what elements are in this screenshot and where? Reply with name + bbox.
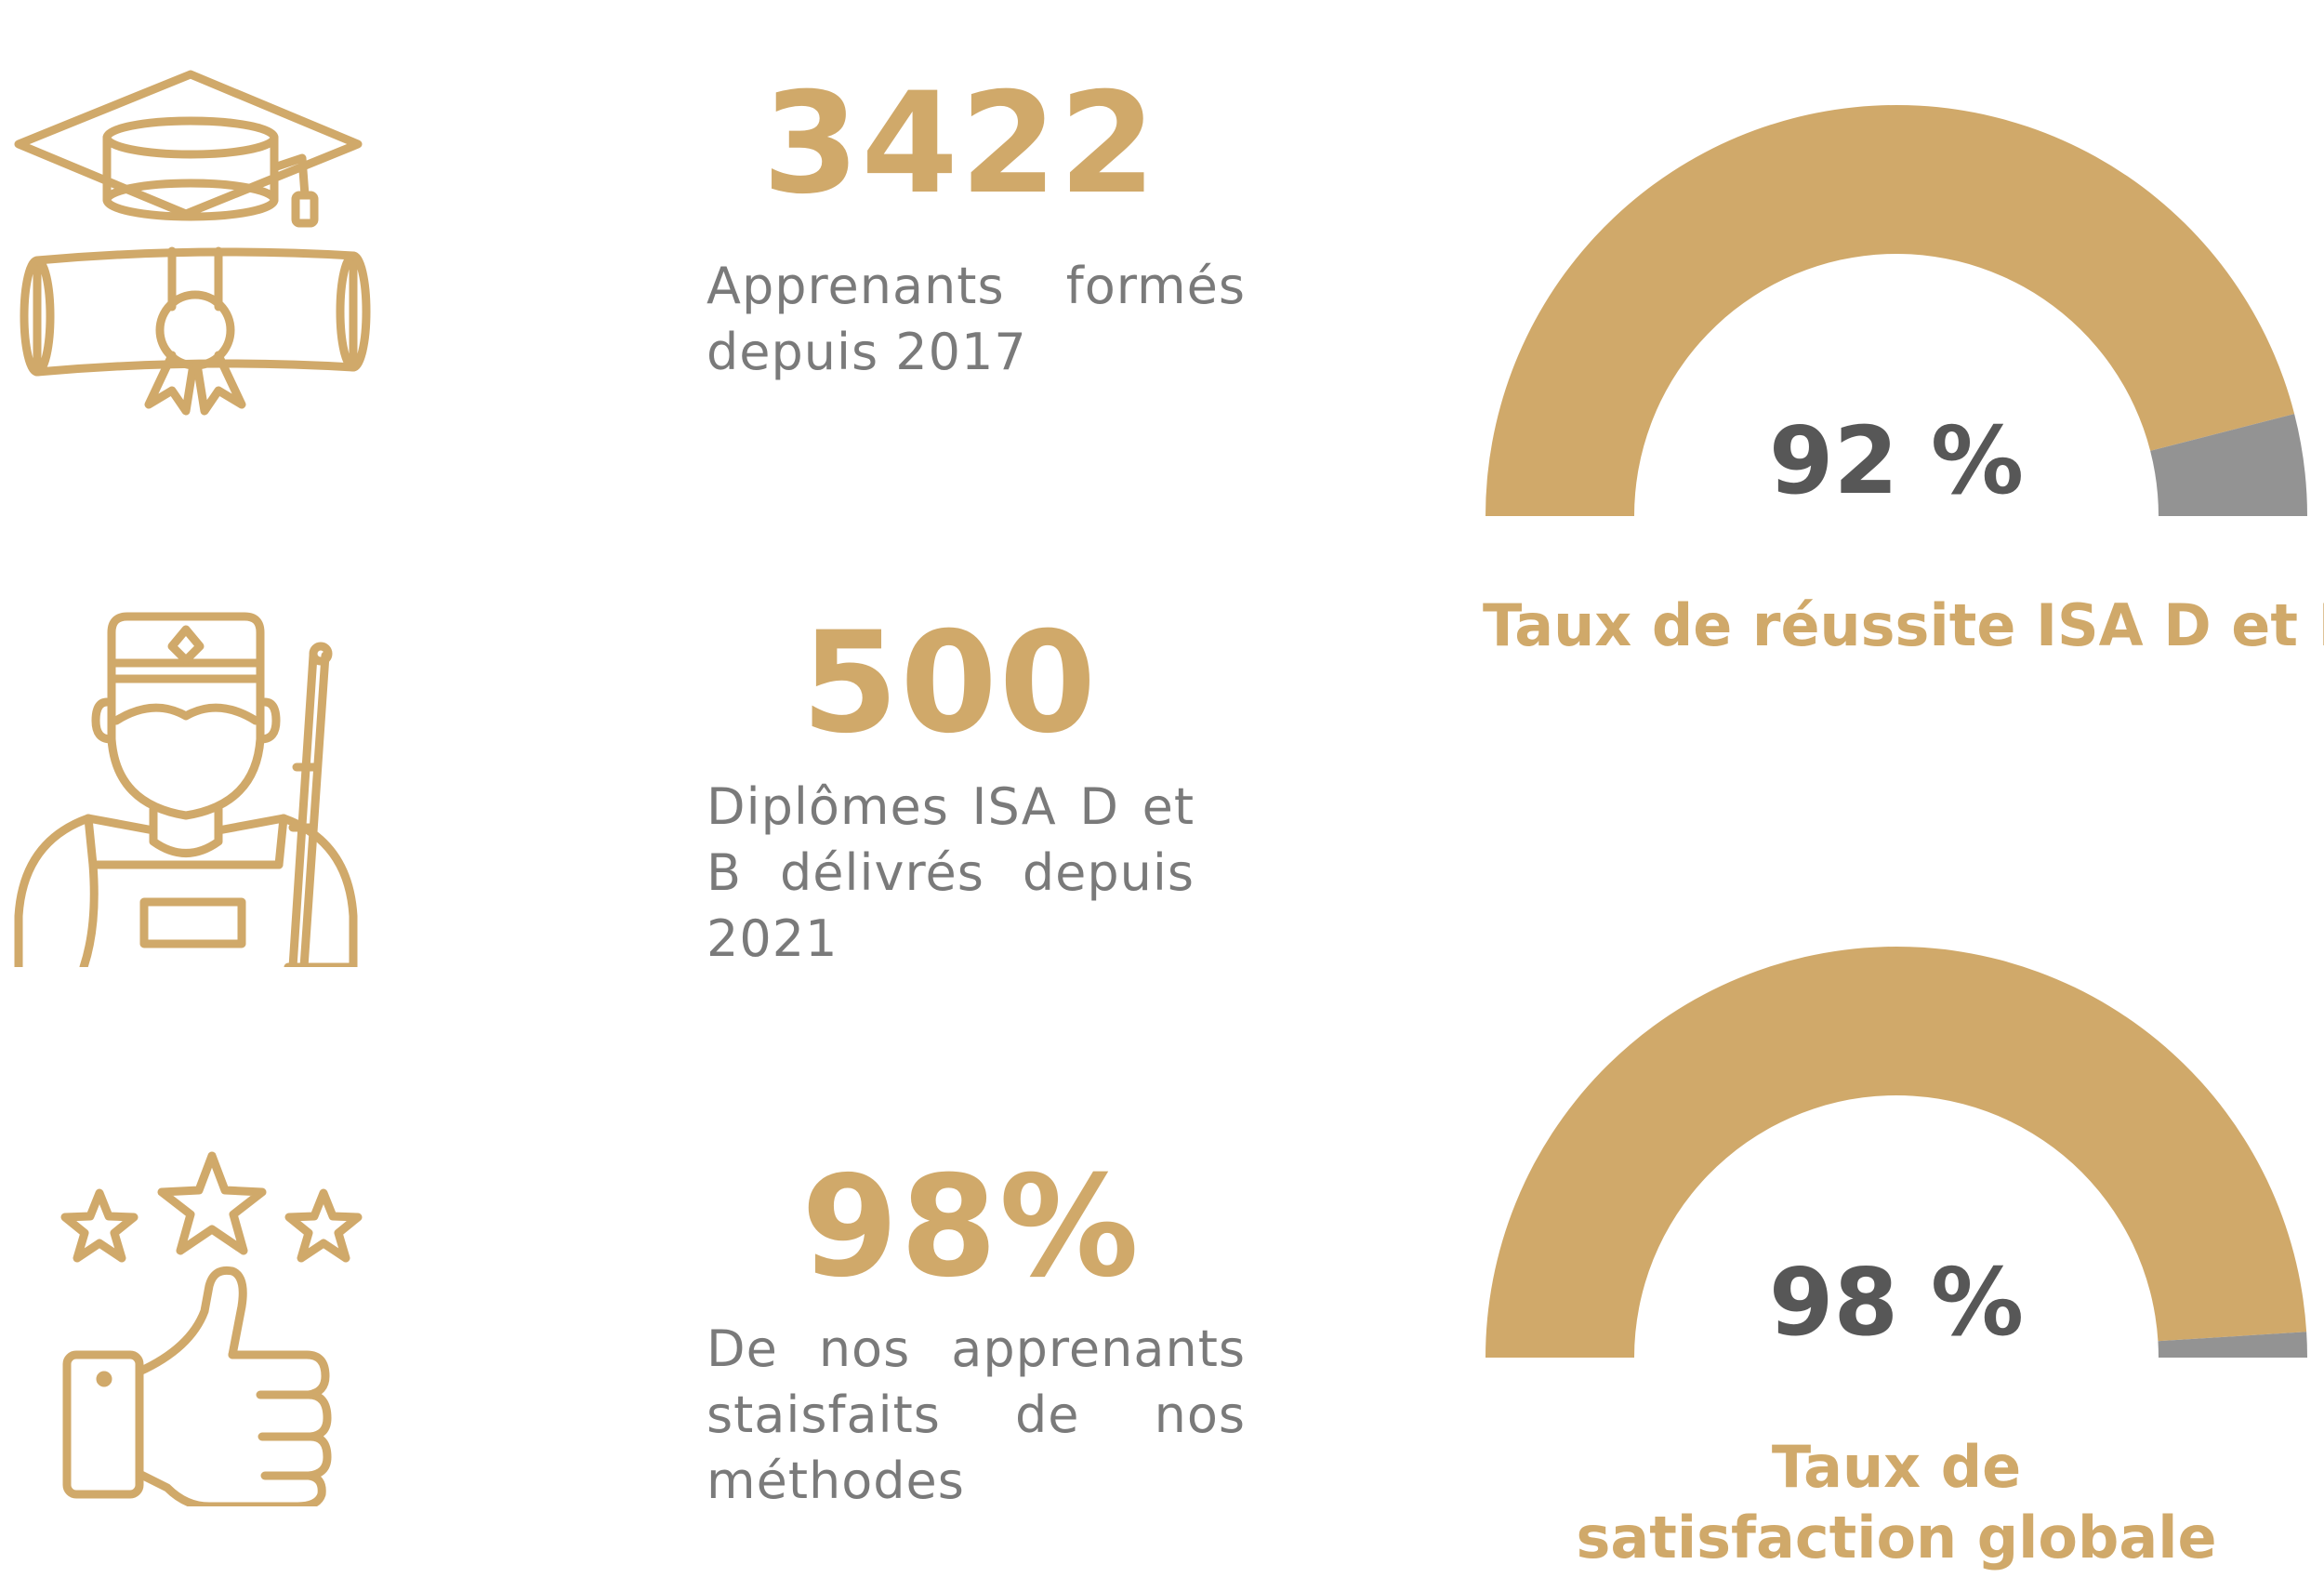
stat-text-diplomas: Diplômes ISA D et B délivrés depuis 2021 [706, 777, 1195, 968]
gauge-satisfaction-remainder-arc [2158, 1332, 2307, 1358]
stat-number-diplomas: 500 [801, 603, 1099, 764]
thumbs-up-stars-icon [46, 1148, 381, 1506]
soldier-icon [14, 609, 367, 967]
stat-number-satisfied: 98% [801, 1147, 1142, 1308]
stat-text-learners: Apprenants formés depuis 2017 [706, 257, 1246, 381]
gauge-satisfaction-value: 98 % [1769, 1248, 2024, 1357]
gauge-success-rate-remainder-arc [2150, 414, 2307, 516]
gauge-success-rate-chart: 92 % [1486, 104, 2307, 516]
graduation-cap-diploma-icon [9, 65, 381, 428]
gauge-satisfaction: 98 % [1483, 944, 2310, 1362]
gauge-success-rate-title: Taux de réussite ISA D et B [1483, 591, 2324, 659]
gauge-satisfaction-filled-arc [1486, 946, 2307, 1358]
gauge-satisfaction-chart: 98 % [1486, 946, 2307, 1358]
gauge-success-rate-filled-arc [1486, 104, 2295, 516]
gauge-satisfaction-title: Taux de satisfaction globale [1576, 1433, 2217, 1571]
gauge-success-rate: 92 % [1483, 102, 2310, 521]
gauge-success-rate-value: 92 % [1769, 406, 2024, 515]
stat-text-satisfied: De nos apprenants staisfaits de nos méth… [706, 1319, 1246, 1510]
stat-number-learners: 3422 [762, 63, 1158, 225]
